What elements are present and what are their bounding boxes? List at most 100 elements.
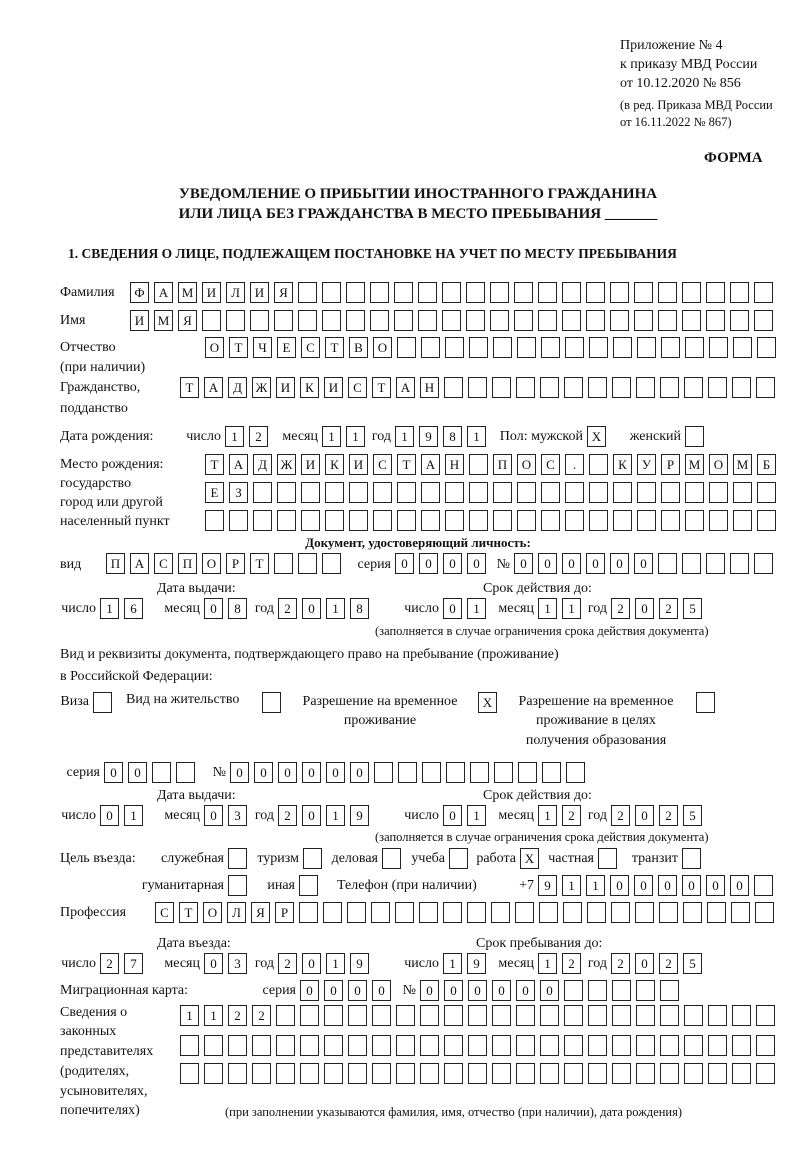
id-number-box[interactable]: 0 [610,553,629,574]
surname-box[interactable] [442,282,461,303]
res-valid-day-box[interactable]: 0 [443,805,462,826]
representatives-row1-box[interactable]: 1 [180,1005,199,1026]
id-kind-box[interactable]: С [154,553,173,574]
patronymic-box[interactable] [661,337,680,358]
phone-box[interactable]: 0 [610,875,629,896]
res-number-box[interactable]: 0 [230,762,249,783]
surname-box[interactable] [754,282,773,303]
id-valid-year-box[interactable]: 2 [611,598,630,619]
representatives-row1-box[interactable] [612,1005,631,1026]
profession-box[interactable] [563,902,582,923]
profession-box[interactable]: Л [227,902,246,923]
birth-place-row1-box[interactable]: Р [661,454,680,475]
birth-place-row2-box[interactable]: Е [205,482,224,503]
representatives-row3-box[interactable] [516,1063,535,1084]
representatives-row1-box[interactable] [372,1005,391,1026]
stay-year-box[interactable]: 5 [683,953,702,974]
birth-place-row1-box[interactable]: М [733,454,752,475]
patronymic-box[interactable]: Т [325,337,344,358]
patronymic-box[interactable] [517,337,536,358]
profession-box[interactable] [635,902,654,923]
profession-box[interactable] [587,902,606,923]
surname-box[interactable] [538,282,557,303]
purpose-tourism-checkbox[interactable] [303,848,322,869]
name-box[interactable]: Я [178,310,197,331]
birth-place-row3-box[interactable] [421,510,440,531]
birth-place-row2-box[interactable] [565,482,584,503]
representatives-row2-box[interactable] [756,1035,775,1056]
representatives-row2-box[interactable] [300,1035,319,1056]
representatives-row1-box[interactable] [708,1005,727,1026]
birth-place-row3-box[interactable] [517,510,536,531]
surname-box[interactable] [298,282,317,303]
representatives-row2-box[interactable] [372,1035,391,1056]
id-number-box[interactable]: 0 [634,553,653,574]
birth-place-row2-box[interactable] [421,482,440,503]
phone-box[interactable]: 0 [730,875,749,896]
representatives-row3-box[interactable] [588,1063,607,1084]
birth-place-row2-box[interactable] [613,482,632,503]
birth-place-row3-box[interactable] [229,510,248,531]
patronymic-box[interactable] [397,337,416,358]
birth-place-row1-box[interactable]: Н [445,454,464,475]
patronymic-box[interactable] [613,337,632,358]
birth-place-row2-box[interactable] [661,482,680,503]
name-box[interactable] [682,310,701,331]
representatives-row3-box[interactable] [276,1063,295,1084]
representatives-row2-box[interactable] [252,1035,271,1056]
citizenship-box[interactable] [468,377,487,398]
birth-place-row2-box[interactable] [685,482,704,503]
birth-place-row3-box[interactable] [325,510,344,531]
representatives-row3-box[interactable] [732,1063,751,1084]
stay-month-box[interactable]: 2 [562,953,581,974]
purpose-business-checkbox[interactable] [382,848,401,869]
citizenship-box[interactable]: И [276,377,295,398]
birth-place-row2-box[interactable] [397,482,416,503]
patronymic-box[interactable] [565,337,584,358]
birth-place-row1-box[interactable]: Д [253,454,272,475]
surname-box[interactable] [682,282,701,303]
birth-place-row3-box[interactable] [733,510,752,531]
entry-day-box[interactable]: 2 [100,953,119,974]
res-issue-month-box[interactable]: 3 [228,805,247,826]
representatives-row3-box[interactable] [324,1063,343,1084]
patronymic-box[interactable]: С [301,337,320,358]
surname-box[interactable] [346,282,365,303]
migration-series-box[interactable]: 0 [324,980,343,1001]
surname-box[interactable] [514,282,533,303]
migration-series-box[interactable]: 0 [300,980,319,1001]
phone-box[interactable]: 9 [538,875,557,896]
id-kind-box[interactable]: П [106,553,125,574]
name-box[interactable] [490,310,509,331]
surname-box[interactable]: М [178,282,197,303]
migration-number-box[interactable] [564,980,583,1001]
name-box[interactable] [226,310,245,331]
representatives-row1-box[interactable] [540,1005,559,1026]
surname-box[interactable]: И [202,282,221,303]
birth-place-row1-box[interactable]: Ж [277,454,296,475]
profession-box[interactable]: Т [179,902,198,923]
profession-box[interactable] [611,902,630,923]
id-issue-day-box[interactable]: 6 [124,598,143,619]
citizenship-box[interactable] [660,377,679,398]
birth-place-row1-box[interactable]: Т [397,454,416,475]
citizenship-box[interactable] [564,377,583,398]
entry-year-box[interactable]: 9 [350,953,369,974]
name-box[interactable] [610,310,629,331]
citizenship-box[interactable] [756,377,775,398]
representatives-row2-box[interactable] [204,1035,223,1056]
id-number-box[interactable] [658,553,677,574]
id-number-box[interactable] [706,553,725,574]
representatives-row1-box[interactable] [516,1005,535,1026]
representatives-row1-box[interactable]: 1 [204,1005,223,1026]
citizenship-box[interactable]: С [348,377,367,398]
name-box[interactable] [754,310,773,331]
representatives-row3-box[interactable] [204,1063,223,1084]
id-issue-year-box[interactable]: 1 [326,598,345,619]
birth-day-box[interactable]: 2 [249,426,268,447]
entry-month-box[interactable]: 0 [204,953,223,974]
representatives-row3-box[interactable] [420,1063,439,1084]
representatives-row1-box[interactable] [660,1005,679,1026]
representatives-row2-box[interactable] [660,1035,679,1056]
surname-box[interactable] [322,282,341,303]
